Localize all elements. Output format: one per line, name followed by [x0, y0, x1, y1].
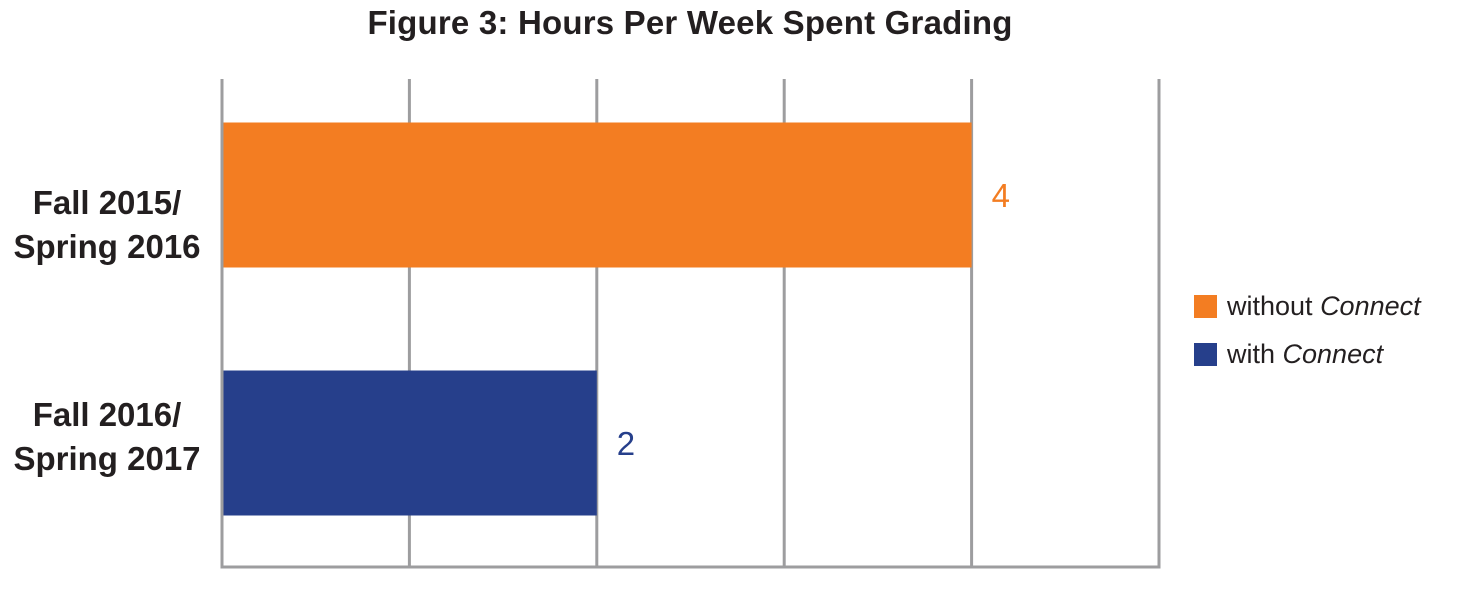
- chart-title: Figure 3: Hours Per Week Spent Grading: [367, 4, 1013, 41]
- category-label-1: Fall 2015/ Spring 2016: [0, 181, 214, 269]
- category-label-1-line-1: Fall 2015/: [32, 184, 182, 221]
- legend-label-without-connect: without Connect: [1227, 291, 1421, 322]
- data-label-2: 2: [617, 425, 635, 462]
- legend-item-without-connect: without Connect: [1194, 282, 1421, 330]
- legend-label-with-connect: with Connect: [1227, 339, 1383, 370]
- legend-swatch-without-connect: [1194, 294, 1217, 318]
- data-label-1: 4: [992, 177, 1010, 214]
- legend-label-without-connect-emphasis: Connect: [1320, 290, 1421, 321]
- category-label-2-line-1: Fall 2016/: [32, 396, 182, 433]
- legend-label-without-connect-prefix: without: [1227, 290, 1321, 321]
- category-label-2-line-2: Spring 2017: [13, 440, 201, 477]
- legend-label-with-connect-emphasis: Connect: [1282, 338, 1384, 369]
- legend-item-with-connect: with Connect: [1194, 330, 1421, 378]
- category-label-2: Fall 2016/ Spring 2017: [0, 393, 214, 481]
- bar-2: [223, 370, 597, 516]
- legend: without Connect with Connect: [1194, 282, 1421, 378]
- legend-swatch-with-connect: [1194, 342, 1217, 366]
- legend-label-with-connect-prefix: with: [1227, 338, 1283, 369]
- category-label-1-line-2: Spring 2016: [13, 228, 201, 265]
- bar-1: [223, 122, 972, 268]
